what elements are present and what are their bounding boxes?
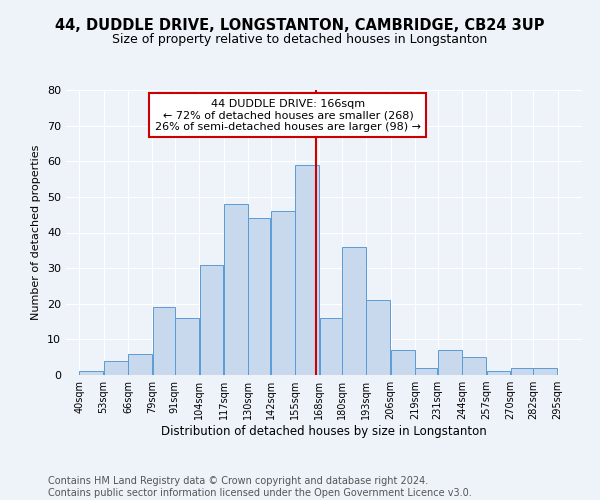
Bar <box>128 354 152 375</box>
Text: Size of property relative to detached houses in Longstanton: Size of property relative to detached ho… <box>112 32 488 46</box>
Bar <box>295 165 319 375</box>
Bar <box>320 318 341 375</box>
Y-axis label: Number of detached properties: Number of detached properties <box>31 145 41 320</box>
Bar <box>152 308 175 375</box>
Bar <box>342 246 366 375</box>
Bar <box>271 211 295 375</box>
Text: 44 DUDDLE DRIVE: 166sqm
← 72% of detached houses are smaller (268)
26% of semi-d: 44 DUDDLE DRIVE: 166sqm ← 72% of detache… <box>155 98 421 132</box>
Bar <box>200 264 223 375</box>
Bar <box>104 361 128 375</box>
Bar <box>224 204 248 375</box>
Bar <box>79 372 103 375</box>
Bar <box>367 300 391 375</box>
Bar <box>438 350 461 375</box>
Bar <box>415 368 437 375</box>
Bar <box>487 372 511 375</box>
Text: 44, DUDDLE DRIVE, LONGSTANTON, CAMBRIDGE, CB24 3UP: 44, DUDDLE DRIVE, LONGSTANTON, CAMBRIDGE… <box>55 18 545 32</box>
Bar <box>462 357 486 375</box>
Bar <box>248 218 270 375</box>
Bar <box>533 368 557 375</box>
Bar <box>391 350 415 375</box>
X-axis label: Distribution of detached houses by size in Longstanton: Distribution of detached houses by size … <box>161 425 487 438</box>
Bar <box>511 368 533 375</box>
Text: Contains HM Land Registry data © Crown copyright and database right 2024.
Contai: Contains HM Land Registry data © Crown c… <box>48 476 472 498</box>
Bar <box>175 318 199 375</box>
